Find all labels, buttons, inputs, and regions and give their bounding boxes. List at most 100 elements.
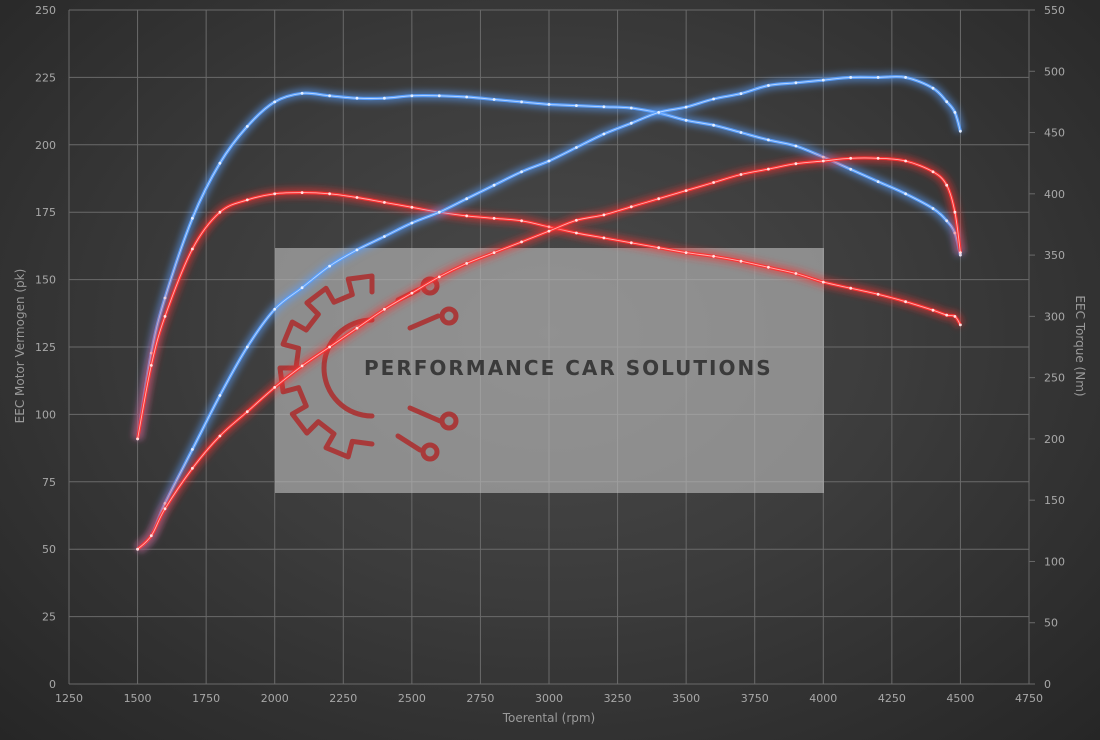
data-point [794, 272, 798, 275]
data-point [383, 307, 386, 311]
y-left-tick-label: 50 [42, 543, 56, 556]
data-point [245, 410, 249, 414]
x-tick-label: 3250 [604, 692, 632, 705]
data-point [520, 170, 523, 174]
data-point [657, 197, 661, 201]
x-tick-label: 2500 [398, 692, 426, 705]
y-right-tick-label: 100 [1044, 555, 1065, 568]
y-right-tick-label: 400 [1044, 188, 1065, 201]
data-point [931, 308, 935, 312]
data-point [657, 246, 661, 250]
data-point [931, 86, 935, 90]
data-point [492, 98, 496, 101]
data-point [849, 167, 853, 171]
y-right-tick-label: 0 [1044, 678, 1051, 691]
x-tick-label: 3750 [741, 692, 769, 705]
circuit-trace [395, 433, 423, 453]
data-point [575, 218, 578, 222]
data-point [767, 84, 770, 87]
y-left-tick-label: 225 [35, 71, 56, 84]
data-point [904, 300, 907, 304]
circuit-node [420, 442, 440, 462]
data-point [163, 507, 167, 511]
data-point [657, 111, 661, 114]
data-point [355, 196, 359, 199]
x-tick-label: 3000 [535, 692, 563, 705]
y-axis-right-title: EEC Torque (Nm) [1073, 295, 1087, 396]
data-point [547, 229, 551, 233]
series-3-left-axis [134, 72, 965, 553]
data-point [245, 198, 249, 202]
grid [68, 9, 1030, 685]
data-point [383, 235, 386, 238]
data-point [191, 216, 194, 220]
data-point [821, 159, 825, 163]
x-tick-label: 2000 [261, 692, 289, 705]
data-point [163, 296, 167, 300]
data-point [520, 240, 523, 244]
data-point [520, 100, 523, 104]
x-tick-label: 3500 [672, 692, 700, 705]
data-point [355, 96, 359, 100]
data-point [410, 291, 414, 295]
data-point [273, 386, 277, 389]
data-point [629, 241, 633, 245]
y-left-tick-label: 75 [42, 476, 56, 489]
y-left-tick-label: 100 [35, 408, 56, 421]
data-point [739, 173, 743, 176]
data-point [712, 97, 715, 101]
data-point [931, 170, 935, 174]
data-point [410, 94, 414, 98]
y-right-tick-label: 500 [1044, 65, 1065, 78]
data-point [273, 307, 277, 311]
y-right-tick-label: 250 [1044, 372, 1065, 385]
data-point [328, 192, 331, 196]
data-point [492, 251, 496, 255]
circuit-trace [407, 313, 441, 331]
data-point [959, 129, 962, 133]
data-point [602, 132, 606, 136]
data-point [355, 326, 359, 330]
data-point [629, 121, 633, 125]
data-point [245, 125, 249, 128]
data-point [492, 216, 496, 220]
data-point [575, 146, 578, 149]
x-tick-label: 2750 [466, 692, 494, 705]
data-point [849, 76, 853, 79]
y-left-tick-label: 25 [42, 611, 56, 624]
x-tick-label: 4000 [809, 692, 837, 705]
y-right-tick-label: 200 [1044, 433, 1065, 446]
data-point [218, 434, 222, 438]
data-point [739, 259, 743, 263]
data-point [300, 364, 304, 368]
data-point [945, 313, 949, 317]
data-point [273, 100, 277, 104]
data-point [245, 345, 249, 349]
data-point [163, 315, 167, 318]
data-point [383, 96, 386, 100]
y-left-tick-label: 250 [35, 4, 56, 17]
y-right-tick-label: 50 [1044, 617, 1058, 630]
x-tick-label: 1750 [192, 692, 220, 705]
data-point [794, 162, 798, 166]
data-point [876, 180, 880, 184]
data-point [547, 159, 551, 163]
data-point [191, 448, 194, 451]
circuit-node [439, 306, 459, 326]
watermark-panel [275, 248, 824, 493]
data-point [602, 213, 606, 217]
data-point [904, 192, 907, 196]
data-point [218, 210, 222, 214]
data-point [437, 210, 441, 214]
x-tick-label: 4250 [878, 692, 906, 705]
data-point [876, 156, 880, 160]
data-point [218, 161, 222, 165]
data-point [904, 159, 907, 163]
data-point [959, 253, 962, 257]
data-point [300, 91, 304, 95]
x-axis-title: Toerental (rpm) [502, 711, 595, 725]
data-point [328, 94, 331, 98]
data-point [273, 192, 277, 196]
data-point [849, 156, 853, 160]
